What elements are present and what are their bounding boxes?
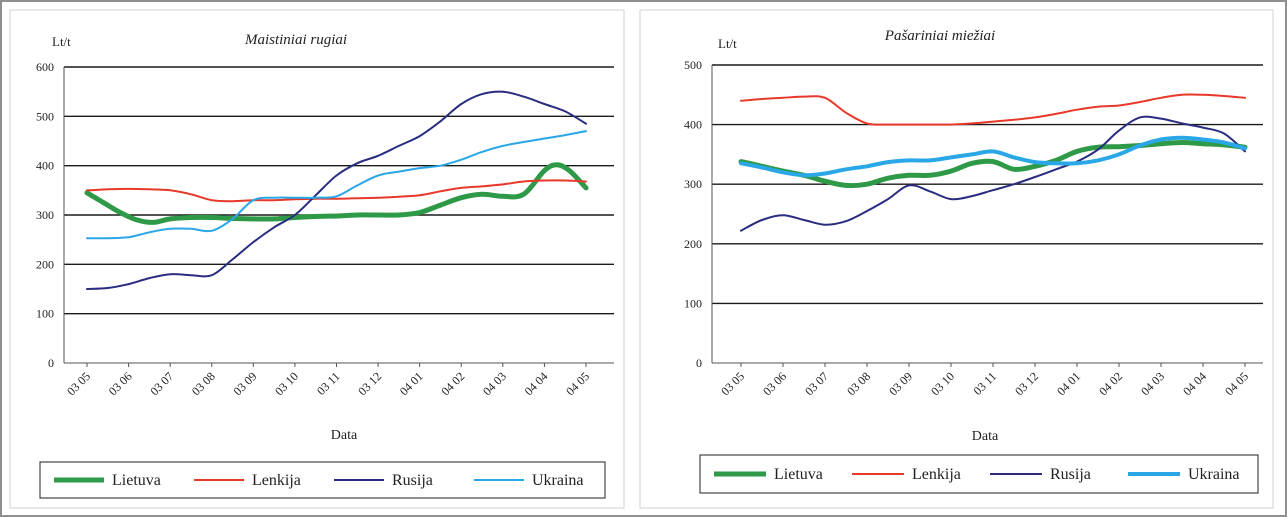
chart-left-title: Maistiniai rugiai [244,32,347,48]
legend-label-lietuva: Lietuva [774,466,823,483]
y-tick-label: 200 [36,257,54,271]
y-tick-label: 500 [684,58,702,72]
series-line-ukraina [739,135,1247,178]
series-line-lenkija [86,179,587,203]
chart-left-box [9,9,625,509]
series-line-ukraina [86,130,587,240]
y-tick-label: 100 [36,307,54,321]
y-tick-label: 0 [696,356,702,370]
y-tick-label: 300 [684,177,702,191]
series-line-lietuva [738,140,1248,189]
chart-right: Pašariniai miežiai Lt/t Data 0 100 200 300 4… [639,9,1274,509]
legend-label-lenkija: Lenkija [252,472,301,489]
chart-right-xlabel: Data [972,429,999,444]
y-tick-label: 400 [684,118,702,132]
chart-left-legend: Lietuva Lenkija Rusija Ukraina [39,461,606,499]
legend-label-rusija: Rusija [1050,466,1091,483]
y-tick-label: 200 [684,237,702,251]
series-line-rusija [740,115,1246,232]
series-line-rusija [86,90,587,290]
legend-label-ukraina: Ukraina [1188,466,1240,483]
legend-label-lietuva: Lietuva [112,472,161,489]
legend-label-rusija: Rusija [392,472,433,489]
legend-label-ukraina: Ukraina [532,472,584,489]
y-tick-label: 0 [48,356,54,370]
y-tick-label: 500 [36,109,54,123]
chart-right-box [639,9,1274,509]
chart-left-xlabel: Data [331,428,358,443]
chart-right-ylabel: Lt/t [718,36,737,51]
y-tick-label: 100 [684,296,702,310]
series-line-lenkija [740,93,1246,126]
chart-right-legend: Lietuva Lenkija Rusija Ukraina [699,454,1259,494]
chart-left: Maistiniai rugiai Lt/t Data 0 100 200 300 40… [9,9,625,509]
y-tick-label: 600 [36,60,54,74]
y-tick-label: 400 [36,159,54,173]
y-tick-label: 300 [36,208,54,222]
chart-left-ylabel: Lt/t [52,34,71,49]
chart-right-title: Pašariniai miežiai [884,28,995,44]
legend-label-lenkija: Lenkija [912,466,961,483]
series-line-lietuva [84,162,589,225]
